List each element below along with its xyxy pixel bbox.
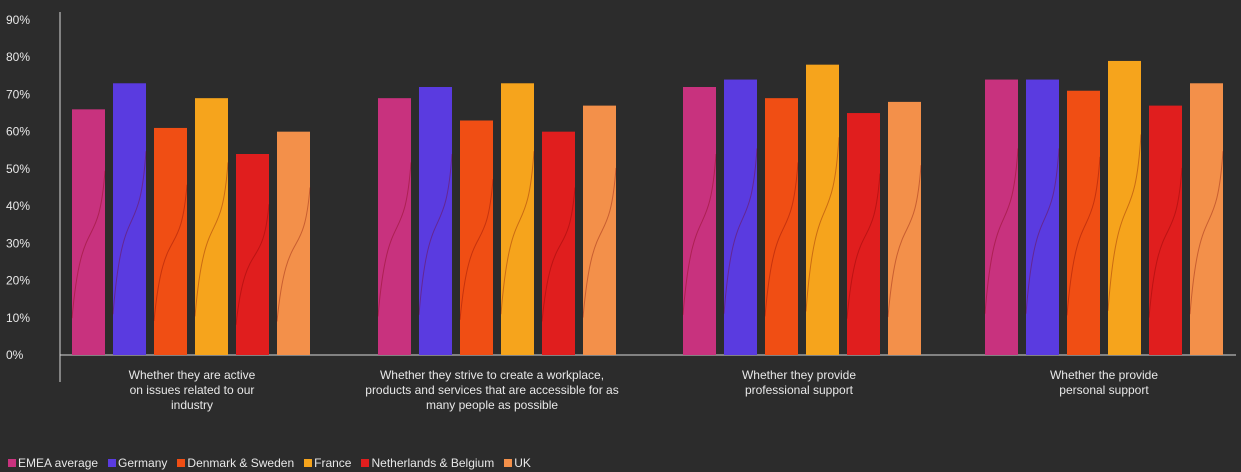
x-category-label-line: Whether they provide	[742, 368, 856, 383]
x-category-label-line: on issues related to our	[129, 383, 256, 398]
y-tick-label: 50%	[6, 162, 30, 176]
bar	[236, 154, 269, 355]
bar	[72, 109, 105, 355]
bar	[1108, 61, 1141, 355]
legend-label: EMEA average	[18, 456, 98, 470]
y-tick-label: 40%	[6, 199, 30, 213]
legend-item: Netherlands & Belgium	[361, 456, 494, 470]
y-tick-label: 10%	[6, 311, 30, 325]
y-tick-label: 20%	[6, 274, 30, 288]
y-tick-label: 70%	[6, 87, 30, 101]
legend-label: Germany	[118, 456, 167, 470]
x-category-label-line: industry	[129, 398, 256, 413]
y-tick-label: 0%	[6, 348, 24, 362]
legend-label: Denmark & Sweden	[187, 456, 294, 470]
bar	[501, 83, 534, 355]
x-category-label-line: Whether the provide	[1050, 368, 1158, 383]
legend-swatch	[504, 459, 512, 467]
x-category-label-line: Whether they are active	[129, 368, 256, 383]
bar	[806, 65, 839, 355]
bar	[419, 87, 452, 355]
legend-item: UK	[504, 456, 531, 470]
legend: EMEA average Germany Denmark & Sweden Franc…	[8, 456, 531, 470]
legend-label: Netherlands & Belgium	[371, 456, 494, 470]
bar	[1026, 80, 1059, 355]
bar	[195, 98, 228, 355]
x-category-label-line: Whether they strive to create a workplac…	[365, 368, 618, 383]
legend-label: UK	[514, 456, 531, 470]
legend-item: Germany	[108, 456, 167, 470]
x-category-label: Whether they provide professional support	[742, 368, 856, 398]
bar	[683, 87, 716, 355]
bar	[1190, 83, 1223, 355]
x-category-label: Whether they strive to create a workplac…	[365, 368, 618, 413]
legend-item: France	[304, 456, 351, 470]
bar	[378, 98, 411, 355]
legend-swatch	[361, 459, 369, 467]
y-tick-label: 60%	[6, 125, 30, 139]
bar	[277, 132, 310, 355]
bar	[765, 98, 798, 355]
x-category-label-line: many people as possible	[365, 398, 618, 413]
x-category-label: Whether they are active on issues related…	[129, 368, 256, 413]
legend-swatch	[177, 459, 185, 467]
legend-swatch	[8, 459, 16, 467]
x-category-label-line: personal support	[1050, 383, 1158, 398]
bar	[1149, 106, 1182, 355]
bar	[542, 132, 575, 355]
y-tick-label: 80%	[6, 50, 30, 64]
bar	[888, 102, 921, 355]
x-category-label-line: professional support	[742, 383, 856, 398]
bar	[583, 106, 616, 355]
bar	[154, 128, 187, 355]
y-tick-label: 90%	[6, 13, 30, 27]
y-tick-label: 30%	[6, 236, 30, 250]
bar	[1067, 91, 1100, 355]
bar	[724, 80, 757, 355]
x-category-label: Whether the provide personal support	[1050, 368, 1158, 398]
legend-label: France	[314, 456, 351, 470]
bar	[847, 113, 880, 355]
legend-item: EMEA average	[8, 456, 98, 470]
legend-swatch	[108, 459, 116, 467]
legend-item: Denmark & Sweden	[177, 456, 294, 470]
bar	[113, 83, 146, 355]
bar	[460, 121, 493, 356]
legend-swatch	[304, 459, 312, 467]
bar	[985, 80, 1018, 355]
x-category-label-line: products and services that are accessibl…	[365, 383, 618, 398]
